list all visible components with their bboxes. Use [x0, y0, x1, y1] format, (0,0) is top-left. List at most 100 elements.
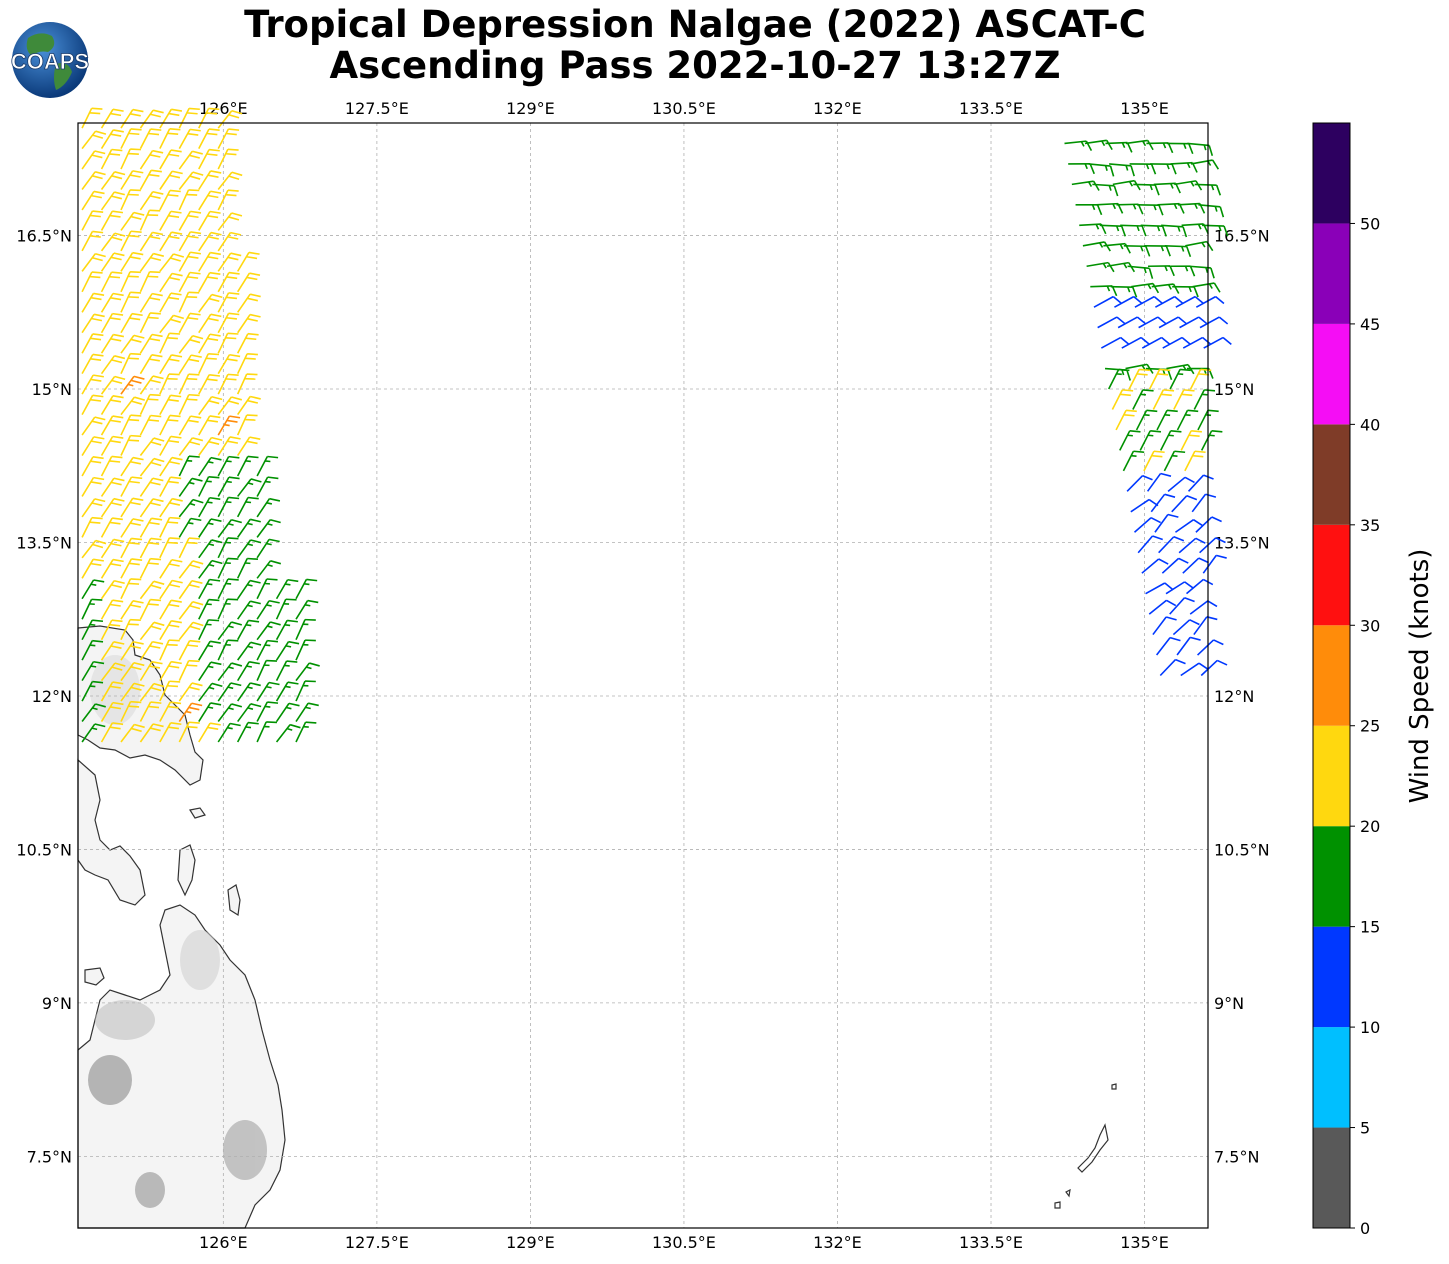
wind-barb [120, 497, 144, 518]
wind-barb [178, 291, 200, 313]
wind-barb [139, 231, 164, 252]
lon-tick-label-top: 129°E [506, 99, 555, 118]
lat-tick-label-right: 13.5°N [1214, 533, 1270, 552]
wind-barb [178, 498, 204, 518]
wind-barb [1139, 430, 1162, 451]
wind-barb [1167, 476, 1195, 492]
wind-barb [217, 396, 243, 416]
wind-barb [236, 721, 259, 743]
colorbar-tick-label: 5 [1360, 1119, 1370, 1138]
palau-islet-2 [1054, 1201, 1061, 1209]
wind-barb [159, 272, 183, 293]
wind-barb [256, 639, 279, 661]
wind-barb [100, 722, 124, 743]
colorbar-segment [1313, 926, 1350, 1028]
lon-tick-label-top: 127.5°E [345, 99, 409, 118]
wind-barb [139, 414, 162, 436]
wind-barb [1143, 450, 1165, 472]
wind-barb [1146, 142, 1174, 154]
wind-barb [120, 682, 145, 702]
gridlines: 126°E 126°E 127.5°E 127.5°E 129°E 129°E 130.5°… [16, 99, 1269, 1252]
wind-barb [1200, 430, 1223, 451]
wind-barb [237, 436, 261, 456]
wind-barb [217, 148, 239, 170]
wind-barb [120, 640, 144, 661]
wind-barb [139, 375, 164, 395]
lon-tick-label-bottom: 130.5°E [652, 1233, 716, 1252]
wind-barb [139, 271, 161, 293]
wind-barb [139, 457, 165, 477]
wind-barb [178, 721, 200, 743]
wind-barb [139, 621, 165, 641]
page-title: Tropical Depression Nalgae (2022) ASCAT-… [150, 4, 1240, 86]
wind-barb [295, 662, 320, 682]
wind-barb [100, 108, 124, 129]
wind-barb [1116, 203, 1144, 215]
wind-barb [81, 703, 106, 723]
colorbar-segment [1313, 424, 1350, 525]
wind-barb [1152, 389, 1175, 410]
wind-barb [159, 332, 181, 354]
wind-barb [120, 334, 145, 354]
colorbar-tick-label: 25 [1360, 717, 1380, 736]
wind-barb [159, 516, 181, 538]
title-line-1: Tropical Depression Nalgae (2022) ASCAT-… [244, 3, 1146, 46]
wind-barb [1163, 450, 1186, 472]
lat-tick-label-left: 9°N [42, 994, 72, 1013]
wind-barb [198, 559, 223, 579]
wind-barb [159, 210, 182, 231]
wind-barb [198, 170, 222, 190]
wind-barb [1176, 636, 1201, 656]
wind-barb [1150, 163, 1177, 175]
wind-barb [81, 619, 104, 641]
wind-barb [1125, 139, 1154, 151]
wind-barb [1158, 536, 1185, 554]
wind-barb [1138, 316, 1167, 329]
wind-barb [100, 333, 125, 354]
wind-barb [217, 662, 243, 682]
wind-barb [198, 415, 221, 436]
wind-barb [236, 353, 258, 375]
wind-barb [1114, 295, 1143, 308]
wind-barb [100, 477, 125, 497]
wind-barb [275, 640, 300, 661]
wind-barb [1189, 368, 1212, 390]
wind-barb [100, 662, 126, 682]
map-frame [77, 122, 1209, 1229]
wind-barb [1171, 494, 1198, 513]
lon-tick-label-top: 133.5°E [959, 99, 1023, 118]
wind-barb [198, 210, 221, 231]
wind-barb [81, 476, 105, 497]
wind-barb [159, 579, 183, 600]
wind-barb [81, 292, 105, 313]
wind-barb [1192, 282, 1221, 293]
wind-barb [178, 150, 203, 170]
wind-barb [1115, 409, 1137, 431]
wind-barb [100, 579, 125, 600]
wind-barb [100, 599, 124, 620]
wind-barb [139, 292, 163, 313]
wind-barb [198, 496, 221, 518]
wind-barbs [81, 107, 1232, 743]
wind-barb [237, 293, 261, 313]
lat-tick-label-left: 13.5°N [16, 533, 72, 552]
wind-barb [100, 171, 126, 190]
wind-barb [1093, 295, 1123, 308]
wind-barb [81, 416, 106, 436]
colorbar-tick-label: 45 [1360, 315, 1380, 334]
wind-barb [295, 599, 319, 620]
wind-barb [178, 271, 201, 293]
wind-barb [139, 149, 164, 170]
colorbar-tick-label: 10 [1360, 1018, 1380, 1037]
lon-tick-label-bottom: 127.5°E [345, 1233, 409, 1252]
wind-barb [159, 231, 183, 252]
wind-barb [81, 539, 107, 559]
wind-barb [217, 578, 239, 600]
wind-barb [120, 189, 141, 211]
wind-barb [236, 373, 258, 395]
wind-barb [100, 394, 124, 416]
wind-barb [81, 150, 106, 170]
wind-barb [100, 375, 126, 395]
wind-barb [198, 518, 222, 538]
wind-barb [139, 557, 162, 579]
